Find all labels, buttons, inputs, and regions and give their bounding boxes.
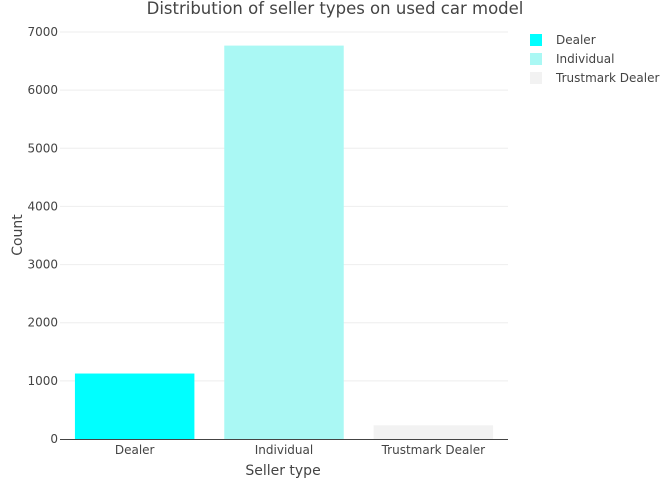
bar-individual[interactable] (224, 45, 344, 439)
legend-label: Dealer (556, 33, 596, 47)
y-tick-label: 3000 (27, 258, 58, 272)
y-tick-label: 0 (50, 432, 58, 446)
y-tick-label: 7000 (27, 25, 58, 39)
legend-swatch (530, 34, 542, 46)
legend: Dealer Individual Trustmark Dealer (530, 33, 659, 85)
legend-item-individual[interactable]: Individual (530, 52, 614, 66)
legend-swatch (530, 72, 542, 84)
y-tick-label: 6000 (27, 83, 58, 97)
x-tick-label: Dealer (115, 443, 155, 457)
y-tick-label: 5000 (27, 141, 58, 155)
bar-dealer[interactable] (74, 373, 195, 439)
legend-label: Individual (556, 52, 614, 66)
bar-trustmark-dealer[interactable] (373, 425, 494, 439)
y-tick-label: 4000 (27, 199, 58, 213)
bars (74, 45, 494, 439)
legend-item-dealer[interactable]: Dealer (530, 33, 596, 47)
legend-label: Trustmark Dealer (555, 71, 659, 85)
x-axis-title: Seller type (245, 463, 320, 479)
y-axis-title: Count (10, 214, 26, 256)
y-tick-label: 2000 (27, 316, 58, 330)
x-tick-labels: Dealer Individual Trustmark Dealer (115, 443, 485, 457)
y-tick-labels: 0 1000 2000 3000 4000 5000 6000 7000 (27, 25, 58, 446)
y-tick-label: 1000 (27, 374, 58, 388)
chart-title: Distribution of seller types on used car… (147, 0, 524, 18)
x-tick-label: Trustmark Dealer (381, 443, 485, 457)
legend-swatch (530, 53, 542, 65)
x-tick-label: Individual (255, 443, 313, 457)
legend-item-trustmark-dealer[interactable]: Trustmark Dealer (530, 71, 659, 85)
